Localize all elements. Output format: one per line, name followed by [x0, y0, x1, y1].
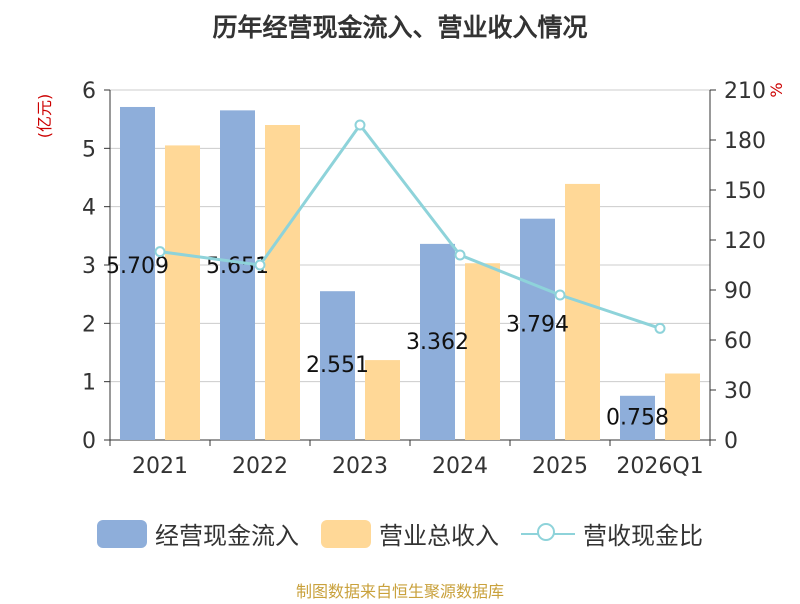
- bar-revenue-2026Q1: [665, 373, 700, 440]
- x-axis-tick-label: 2023: [332, 454, 388, 479]
- bar-revenue-2022: [265, 125, 300, 440]
- bar-cash-inflow-2023: [320, 291, 355, 440]
- right-axis-tick-label: 90: [724, 279, 752, 304]
- data-label-cash-inflow: 2.551: [306, 353, 369, 378]
- left-axis-tick-label: 1: [82, 371, 96, 396]
- right-axis-tick-label: 120: [724, 229, 766, 254]
- data-label-cash-inflow: 3.362: [406, 330, 469, 355]
- legend-swatch-ratio: [521, 520, 575, 548]
- legend: 经营现金流入 营业总收入 营收现金比: [0, 516, 800, 551]
- bar-revenue-2025: [565, 183, 600, 440]
- right-axis-unit-label: %: [767, 82, 786, 97]
- legend-item-cash-inflow[interactable]: 经营现金流入: [97, 516, 299, 551]
- bar-cash-inflow-2025: [520, 218, 555, 440]
- x-axis-tick-label: 2021: [132, 454, 188, 479]
- ratio-point-2022: [254, 259, 266, 271]
- x-axis-tick-label: 2024: [432, 454, 488, 479]
- right-axis-tick-label: 60: [724, 329, 752, 354]
- legend-label-cash-inflow: 经营现金流入: [155, 522, 299, 550]
- x-axis-tick-label: 2022: [232, 454, 288, 479]
- bar-cash-inflow-2024: [420, 243, 455, 440]
- data-label-cash-inflow: 0.758: [606, 406, 669, 431]
- right-axis-tick-label: 0: [724, 429, 738, 454]
- legend-swatch-revenue: [321, 519, 371, 548]
- ratio-point-2023: [354, 119, 366, 131]
- ratio-point-2025: [554, 289, 566, 301]
- bar-cash-inflow-2026Q1: [620, 395, 655, 440]
- bar-cash-inflow-2021: [120, 106, 155, 440]
- left-axis-tick-label: 3: [82, 254, 96, 279]
- left-axis-tick-label: 2: [82, 312, 96, 337]
- chart-title: 历年经营现金流入、营业收入情况: [212, 13, 588, 42]
- left-axis-tick-label: 0: [82, 429, 96, 454]
- bar-revenue-2024: [465, 263, 500, 440]
- left-axis-tick-label: 6: [82, 79, 96, 104]
- right-axis-tick-label: 210: [724, 79, 766, 104]
- data-label-cash-inflow: 5.709: [106, 254, 169, 279]
- legend-swatch-cash-inflow: [97, 519, 147, 548]
- ratio-point-2021: [154, 246, 166, 258]
- bar-revenue-2021: [165, 145, 200, 440]
- data-label-cash-inflow: 3.794: [506, 312, 569, 337]
- legend-label-revenue: 营业总收入: [379, 522, 499, 550]
- left-axis-tick-label: 5: [82, 137, 96, 162]
- legend-item-ratio[interactable]: 营收现金比: [521, 516, 703, 551]
- bar-cash-inflow-2022: [220, 110, 255, 440]
- right-axis-tick-label: 30: [724, 379, 752, 404]
- right-axis-tick-label: 180: [724, 129, 766, 154]
- legend-item-revenue[interactable]: 营业总收入: [321, 516, 499, 551]
- ratio-point-2026Q1: [654, 322, 666, 334]
- legend-label-ratio: 营收现金比: [583, 522, 703, 550]
- bar-revenue-2023: [365, 360, 400, 440]
- x-axis-tick-label: 2025: [532, 454, 588, 479]
- left-axis-tick-label: 4: [82, 196, 96, 221]
- ratio-line: [159, 122, 661, 330]
- right-axis-tick-label: 150: [724, 179, 766, 204]
- x-axis-tick-label: 2026Q1: [616, 454, 703, 479]
- left-axis-unit-label: (亿元): [35, 94, 54, 139]
- data-source-note: 制图数据来自恒生聚源数据库: [295, 582, 504, 601]
- ratio-point-2024: [454, 249, 466, 261]
